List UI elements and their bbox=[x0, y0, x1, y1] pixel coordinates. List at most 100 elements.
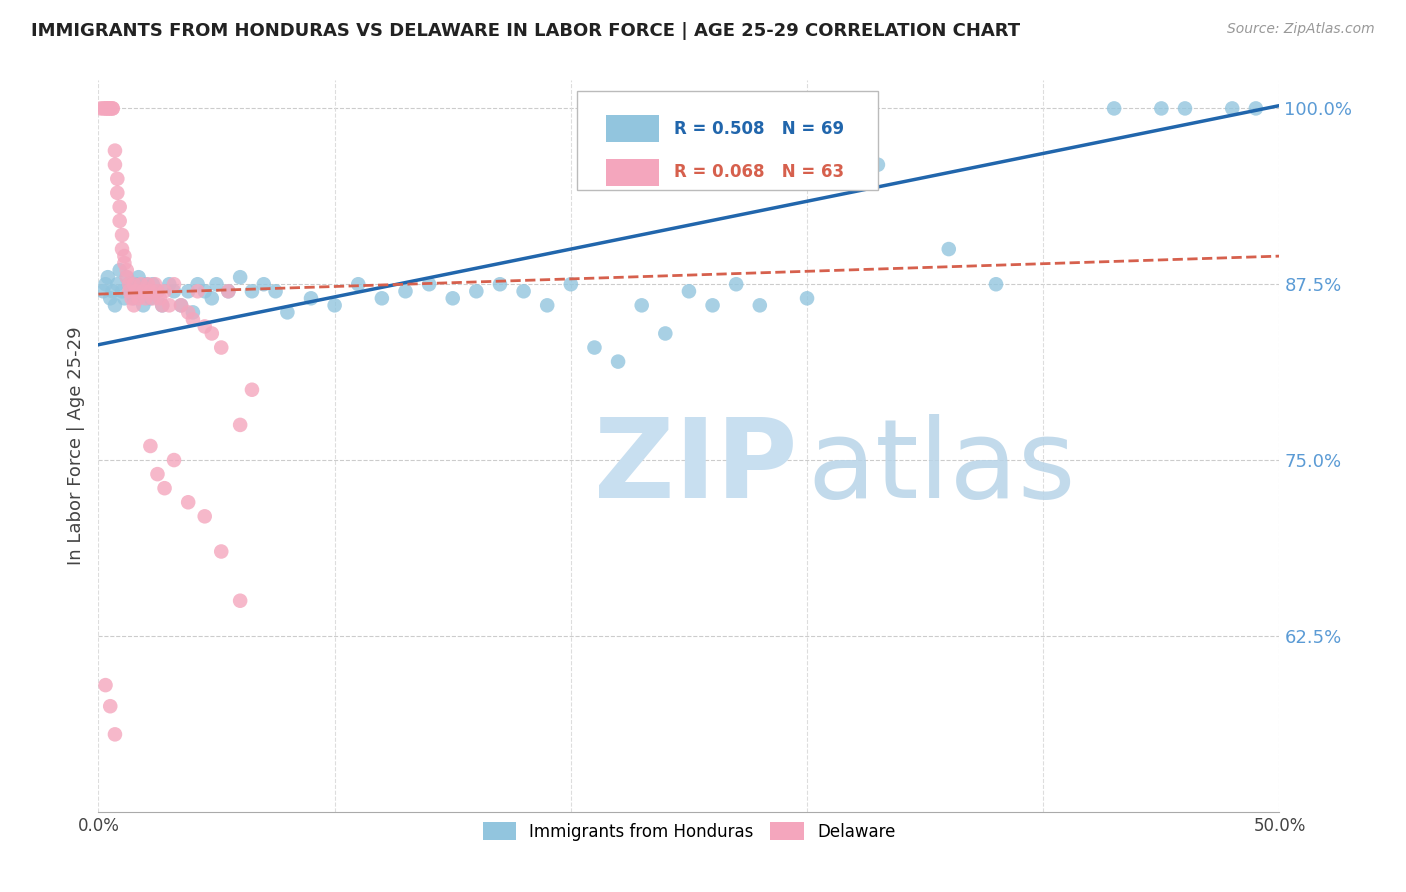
Point bbox=[115, 270, 138, 285]
Point bbox=[177, 495, 200, 509]
Point bbox=[536, 298, 558, 312]
Point bbox=[1102, 102, 1125, 116]
Point bbox=[150, 298, 173, 312]
Point bbox=[201, 326, 224, 341]
Point bbox=[98, 102, 121, 116]
Point bbox=[217, 285, 239, 299]
Point bbox=[560, 277, 582, 292]
Point bbox=[122, 291, 145, 305]
Point bbox=[91, 102, 114, 116]
Point bbox=[128, 291, 150, 305]
Point bbox=[820, 102, 842, 116]
Point bbox=[371, 291, 394, 305]
Point bbox=[157, 298, 180, 312]
Point bbox=[209, 544, 232, 558]
Point bbox=[105, 171, 128, 186]
Point bbox=[181, 312, 204, 326]
Point bbox=[194, 509, 217, 524]
Point bbox=[97, 102, 120, 116]
Point bbox=[149, 291, 172, 305]
Text: R = 0.068   N = 63: R = 0.068 N = 63 bbox=[673, 163, 844, 181]
Point bbox=[209, 341, 232, 355]
Point bbox=[108, 263, 131, 277]
Point bbox=[98, 699, 121, 714]
Point bbox=[181, 305, 204, 319]
Point bbox=[217, 285, 239, 299]
Point bbox=[163, 285, 186, 299]
Point bbox=[170, 298, 193, 312]
Point bbox=[748, 298, 770, 312]
Point bbox=[125, 285, 148, 299]
Point bbox=[276, 305, 298, 319]
Point bbox=[112, 256, 135, 270]
Point bbox=[135, 291, 157, 305]
Point bbox=[108, 214, 131, 228]
Point bbox=[94, 102, 117, 116]
Point bbox=[111, 242, 134, 256]
Point bbox=[229, 593, 252, 607]
Point bbox=[194, 319, 217, 334]
Point bbox=[104, 158, 127, 172]
Point bbox=[128, 270, 150, 285]
Point bbox=[796, 291, 818, 305]
Point bbox=[132, 298, 155, 312]
FancyBboxPatch shape bbox=[576, 91, 877, 190]
Point bbox=[1244, 102, 1267, 116]
Bar bbox=[606, 115, 659, 143]
Point bbox=[150, 298, 173, 312]
Point bbox=[139, 439, 162, 453]
Point bbox=[607, 354, 630, 368]
Point bbox=[94, 277, 117, 292]
Point bbox=[253, 277, 276, 292]
Point bbox=[938, 242, 960, 256]
Point bbox=[177, 305, 200, 319]
Point bbox=[118, 277, 141, 292]
Point bbox=[170, 298, 193, 312]
Point bbox=[90, 102, 112, 116]
Point bbox=[240, 285, 263, 299]
Point bbox=[264, 285, 287, 299]
Point bbox=[146, 285, 169, 299]
Point bbox=[489, 277, 512, 292]
Point bbox=[866, 158, 889, 172]
Point bbox=[104, 298, 127, 312]
Point bbox=[139, 285, 162, 299]
Point bbox=[654, 326, 676, 341]
Bar bbox=[606, 159, 659, 186]
Point bbox=[299, 291, 322, 305]
Point bbox=[112, 249, 135, 263]
Point bbox=[201, 291, 224, 305]
Point bbox=[146, 285, 169, 299]
Point bbox=[132, 285, 155, 299]
Point bbox=[118, 277, 141, 292]
Point bbox=[229, 270, 252, 285]
Point bbox=[441, 291, 464, 305]
Point bbox=[98, 102, 121, 116]
Point bbox=[177, 285, 200, 299]
Point bbox=[240, 383, 263, 397]
Point bbox=[115, 263, 138, 277]
Point bbox=[136, 277, 159, 292]
Point bbox=[153, 285, 176, 299]
Point bbox=[1150, 102, 1173, 116]
Point bbox=[101, 102, 124, 116]
Point bbox=[194, 285, 217, 299]
Point bbox=[418, 277, 440, 292]
Point bbox=[139, 291, 162, 305]
Point bbox=[129, 277, 152, 292]
Text: Source: ZipAtlas.com: Source: ZipAtlas.com bbox=[1227, 22, 1375, 37]
Point bbox=[323, 298, 346, 312]
Point bbox=[121, 291, 143, 305]
Point bbox=[153, 481, 176, 495]
Point bbox=[142, 277, 165, 292]
Point bbox=[583, 341, 606, 355]
Point bbox=[205, 277, 228, 292]
Point bbox=[121, 285, 143, 299]
Point bbox=[347, 277, 370, 292]
Point bbox=[94, 678, 117, 692]
Point bbox=[105, 277, 128, 292]
Point bbox=[142, 291, 165, 305]
Point bbox=[1174, 102, 1197, 116]
Text: ZIP: ZIP bbox=[595, 415, 797, 522]
Point bbox=[111, 285, 134, 299]
